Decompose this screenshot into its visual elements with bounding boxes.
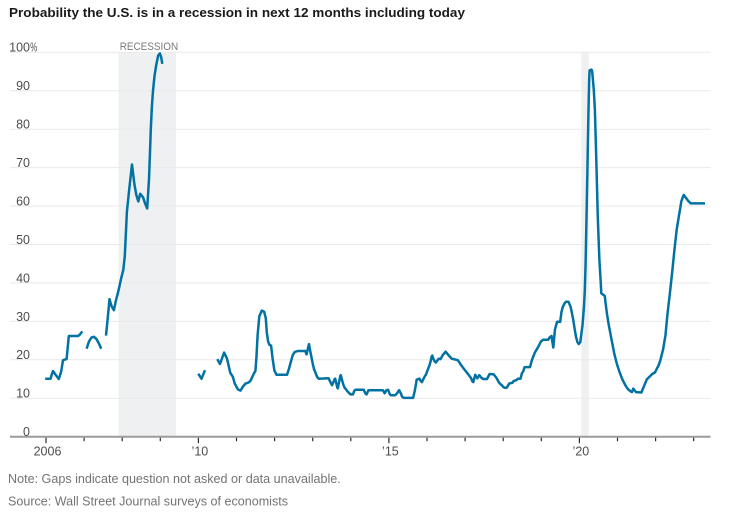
svg-text:%: % [30,42,37,55]
svg-text:2006: 2006 [34,445,62,459]
svg-text:50: 50 [16,233,30,247]
svg-text:90: 90 [16,79,30,93]
svg-text:70: 70 [16,156,30,170]
svg-text:RECESSION: RECESSION [120,41,179,53]
svg-text:Probability the U.S. is in a r: Probability the U.S. is in a recession i… [9,5,466,20]
svg-text:0: 0 [23,425,30,439]
svg-text:60: 60 [16,195,30,209]
svg-text:100: 100 [9,41,30,55]
svg-text:Note: Gaps indicate question n: Note: Gaps indicate question not asked o… [8,472,341,486]
svg-text:’20: ’20 [573,445,590,459]
svg-text:’15: ’15 [382,445,399,459]
svg-text:30: 30 [16,310,30,324]
svg-text:’10: ’10 [192,445,209,459]
svg-text:10: 10 [16,387,30,401]
svg-text:80: 80 [16,118,30,132]
svg-text:40: 40 [16,271,30,285]
svg-text:Source: Wall Street Journal su: Source: Wall Street Journal surveys of e… [8,495,288,509]
svg-text:20: 20 [16,348,30,362]
